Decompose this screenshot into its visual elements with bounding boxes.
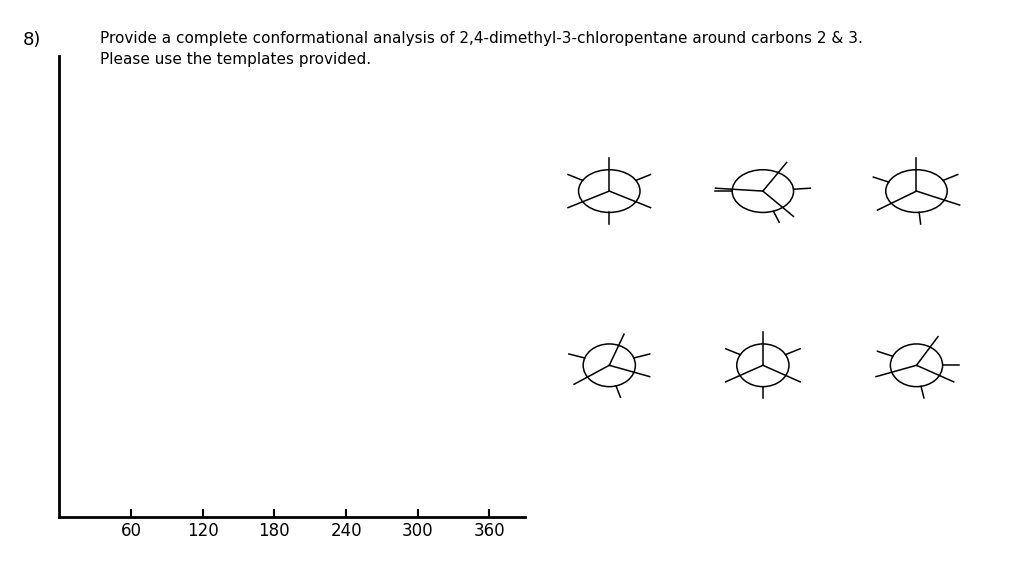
Text: Provide a complete conformational analysis of 2,4-dimethyl-3-chloropentane aroun: Provide a complete conformational analys…: [100, 31, 863, 67]
Text: 8): 8): [23, 31, 41, 49]
